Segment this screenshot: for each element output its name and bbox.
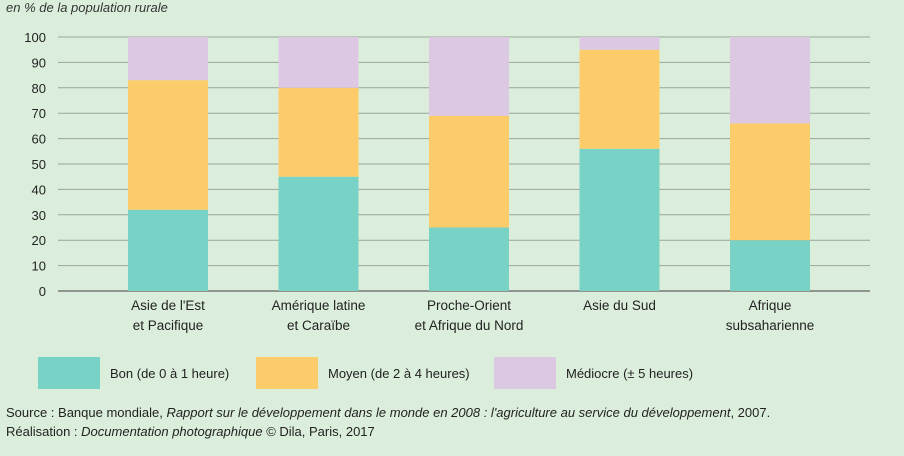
category-label-1-line-1: et Caraïbe (287, 318, 350, 333)
bar-1-series-0 (278, 176, 359, 291)
stacked-bar-chart: 0 10 20 30 40 50 60 70 80 90 100 Asie de l'Est et P… (24, 30, 870, 333)
category-label-1-line-0: Amérique latine (272, 298, 366, 313)
source-note: Source : Banque mondiale, Rapport sur le… (6, 403, 896, 441)
bar-2-series-0 (429, 227, 509, 291)
source-year: , 2007. (730, 405, 771, 420)
category-label-2-line-1: et Afrique du Nord (415, 318, 524, 333)
legend-swatch-moyen (256, 357, 318, 389)
credit-prefix: Réalisation : (6, 424, 82, 439)
legend-swatch-bon (38, 357, 100, 389)
category-labels: Asie de l'Est et Pacifique Amérique latine… (131, 298, 814, 333)
bar-0-series-1 (128, 80, 208, 210)
bar-4-series-1 (730, 123, 810, 241)
y-tick-label-10: 10 (32, 259, 46, 274)
bar-0-series-2 (128, 37, 208, 81)
bar-1-series-1 (278, 87, 359, 177)
y-tick-label-80: 80 (32, 81, 46, 96)
y-tick-label-0: 0 (39, 284, 46, 299)
bar-0-series-0 (128, 209, 208, 291)
legend-label-mediocre: Médiocre (± 5 heures) (566, 366, 694, 381)
legend-swatch-mediocre (494, 357, 556, 389)
y-tick-label-70: 70 (32, 106, 46, 121)
credit-copyright: © Dila, Paris, 2017 (262, 424, 375, 439)
source-report-title: Rapport sur le développement dans le mon… (166, 405, 731, 420)
bar-4-series-0 (730, 240, 810, 291)
y-tick-label-50: 50 (32, 157, 46, 172)
legend-label-bon: Bon (de 0 à 1 heure) (110, 366, 230, 381)
source-prefix: Source : Banque mondiale, (6, 405, 167, 420)
category-label-4-line-1: subsaharienne (726, 318, 815, 333)
bar-1-series-2 (278, 37, 359, 88)
y-tick-label-100: 100 (24, 30, 46, 45)
bar-2-series-1 (429, 115, 509, 228)
y-tick-label-20: 20 (32, 233, 46, 248)
bar-3-series-1 (579, 49, 660, 149)
category-label-2-line-0: Proche-Orient (427, 298, 511, 313)
legend-label-moyen: Moyen (de 2 à 4 heures) (328, 366, 470, 381)
legend: Bon (de 0 à 1 heure) Moyen (de 2 à 4 heu… (38, 357, 898, 391)
source-line: Source : Banque mondiale, Rapport sur le… (6, 403, 896, 422)
category-label-3-line-0: Asie du Sud (583, 298, 656, 313)
y-tick-label-30: 30 (32, 208, 46, 223)
y-tick-label-60: 60 (32, 132, 46, 147)
y-axis-ticks: 0 10 20 30 40 50 60 70 80 90 100 (24, 30, 46, 299)
category-label-0-line-1: et Pacifique (133, 318, 204, 333)
y-tick-label-90: 90 (32, 55, 46, 70)
credit-line: Réalisation : Documentation photographiq… (6, 422, 896, 441)
bar-4-series-2 (730, 37, 810, 124)
y-tick-label-40: 40 (32, 182, 46, 197)
bar-3-series-2 (579, 37, 660, 50)
y-unit-label: en % de la population rurale (6, 0, 168, 15)
category-label-4-line-0: Afrique (749, 298, 792, 313)
credit-publication: Documentation photographique (81, 424, 263, 439)
bar-2-series-2 (429, 37, 509, 116)
category-label-0-line-0: Asie de l'Est (131, 298, 205, 313)
bars (128, 37, 810, 291)
bar-3-series-0 (579, 148, 660, 291)
